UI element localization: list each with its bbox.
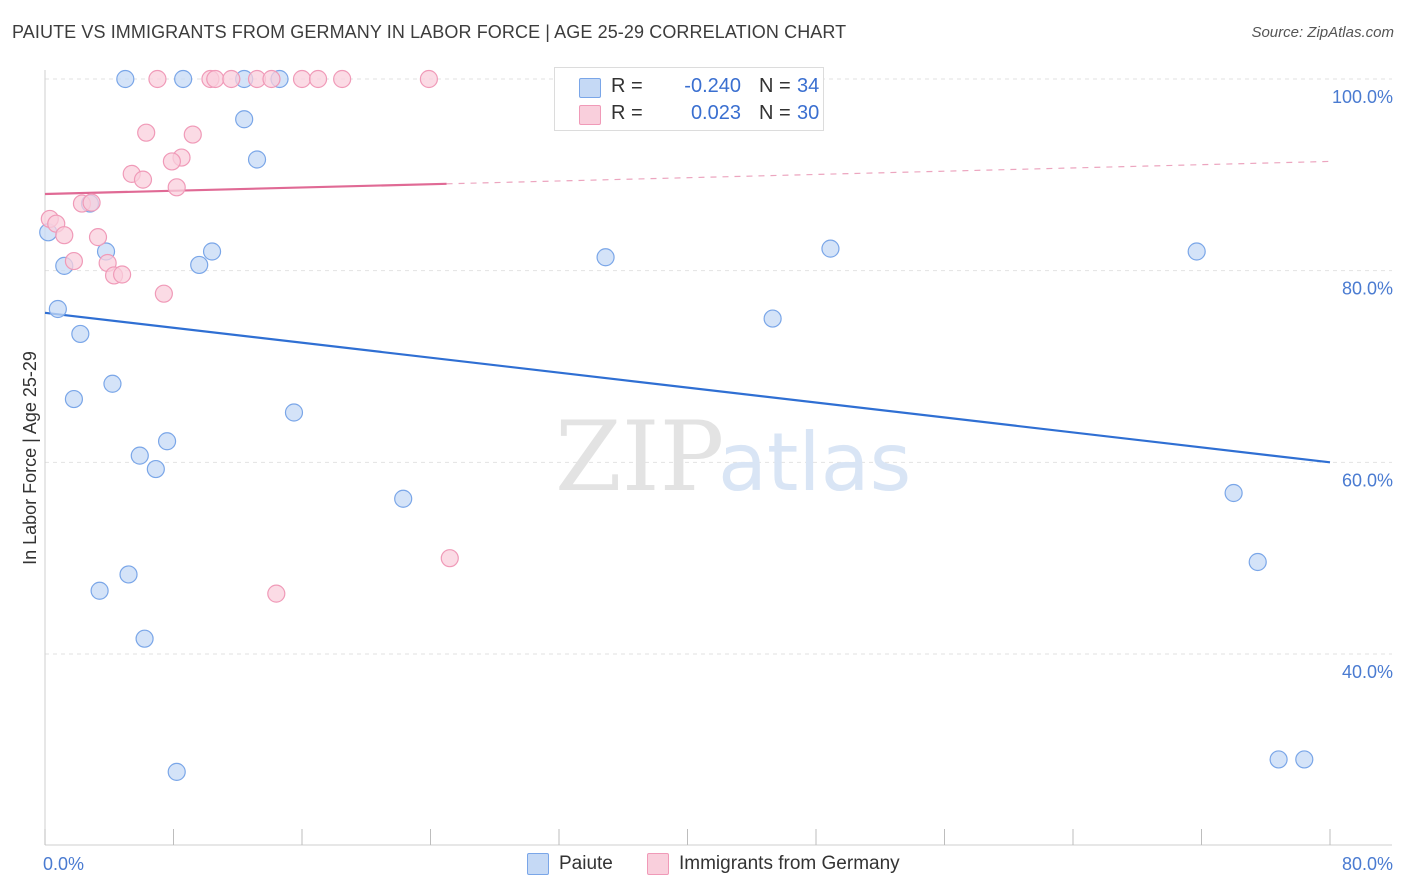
paiute-point <box>1187 242 1206 261</box>
paiute-point <box>146 459 165 479</box>
chart-source: Source: ZipAtlas.com <box>1251 24 1394 41</box>
paiute-point <box>116 69 135 89</box>
germany-point <box>112 265 132 284</box>
germany-point <box>222 69 241 89</box>
trend-line-germany <box>44 182 447 196</box>
n-value: 34 <box>797 75 820 97</box>
trend-lines <box>44 160 1331 464</box>
paiute-point <box>763 309 782 328</box>
germany-legend-label: Immigrants from Germany <box>679 853 900 874</box>
paiute-point <box>821 239 840 258</box>
germany-point <box>292 69 312 89</box>
germany-point <box>133 170 153 189</box>
x-tick-label: 0.0% <box>43 854 84 874</box>
paiute-point <box>90 581 109 600</box>
paiute-point <box>135 629 154 648</box>
paiute-point <box>167 762 186 781</box>
gridlines <box>45 78 1392 655</box>
r-label: R = <box>611 102 643 124</box>
paiute-point <box>48 299 67 319</box>
paiute-point <box>103 374 122 393</box>
germany-point <box>183 125 202 144</box>
germany-point <box>154 284 173 303</box>
r-value: -0.240 <box>684 75 741 97</box>
paiute-point <box>596 248 615 267</box>
germany-point <box>167 178 186 197</box>
germany-point <box>333 69 352 89</box>
n-label: N = <box>759 75 791 97</box>
r-label: R = <box>611 75 643 97</box>
germany-point <box>267 584 286 603</box>
paiute-point <box>71 324 90 344</box>
germany-legend-swatch <box>647 853 669 875</box>
stats-legend: R = -0.240 N = 34 R = 0.023 N = 30 <box>554 67 824 131</box>
chart-title: PAIUTE VS IMMIGRANTS FROM GERMANY IN LAB… <box>12 22 847 42</box>
paiute-point <box>130 446 149 465</box>
paiute-point <box>190 255 209 275</box>
y-axis-label: In Labor Force | Age 25-29 <box>20 351 40 565</box>
germany-point <box>206 69 225 89</box>
germany-point <box>162 152 181 171</box>
paiute-point <box>202 242 222 261</box>
germany-point <box>308 69 328 89</box>
germany-point <box>55 226 74 245</box>
watermark-atlas: atlas <box>718 416 911 509</box>
axes <box>44 70 1392 846</box>
paiute-point <box>1269 750 1288 769</box>
paiute-point <box>1248 552 1267 572</box>
paiute-legend-swatch <box>527 853 549 875</box>
paiute-swatch <box>579 78 601 98</box>
paiute-point <box>157 432 177 451</box>
x-tick-label: 80.0% <box>1342 854 1393 874</box>
data-points <box>39 69 1314 781</box>
y-tick-label: 60.0% <box>1342 470 1393 490</box>
paiute-point <box>1224 483 1243 503</box>
germany-point <box>440 549 459 568</box>
paiute-point <box>235 110 254 129</box>
paiute-point <box>247 150 267 169</box>
trend-line-extension <box>446 160 1331 185</box>
n-label: N = <box>759 102 791 124</box>
paiute-point <box>394 489 413 508</box>
germany-point <box>262 69 281 89</box>
germany-point <box>419 69 438 89</box>
n-value: 30 <box>797 102 820 124</box>
germany-point <box>137 123 156 142</box>
watermark-zip: ZIP <box>555 401 724 513</box>
trend-line-paiute <box>44 311 1331 464</box>
y-tick-label: 80.0% <box>1342 279 1393 299</box>
y-tick-label: 100.0% <box>1332 87 1393 107</box>
germany-point <box>148 69 167 89</box>
paiute-point <box>64 389 84 409</box>
paiute-point <box>174 69 193 89</box>
tick-labels: 100.0% 80.0% 60.0% 40.0% 0.0% 80.0% <box>43 87 1393 874</box>
germany-point <box>88 228 108 247</box>
watermark: ZIP atlas <box>555 401 911 513</box>
germany-point <box>64 251 84 271</box>
germany-point <box>82 193 101 212</box>
paiute-point <box>119 565 138 584</box>
y-tick-label: 40.0% <box>1342 662 1393 682</box>
germany-swatch <box>579 105 601 125</box>
paiute-legend-label: Paiute <box>559 853 613 874</box>
r-value: 0.023 <box>690 102 741 124</box>
paiute-point <box>1295 750 1314 769</box>
paiute-point <box>284 403 304 422</box>
